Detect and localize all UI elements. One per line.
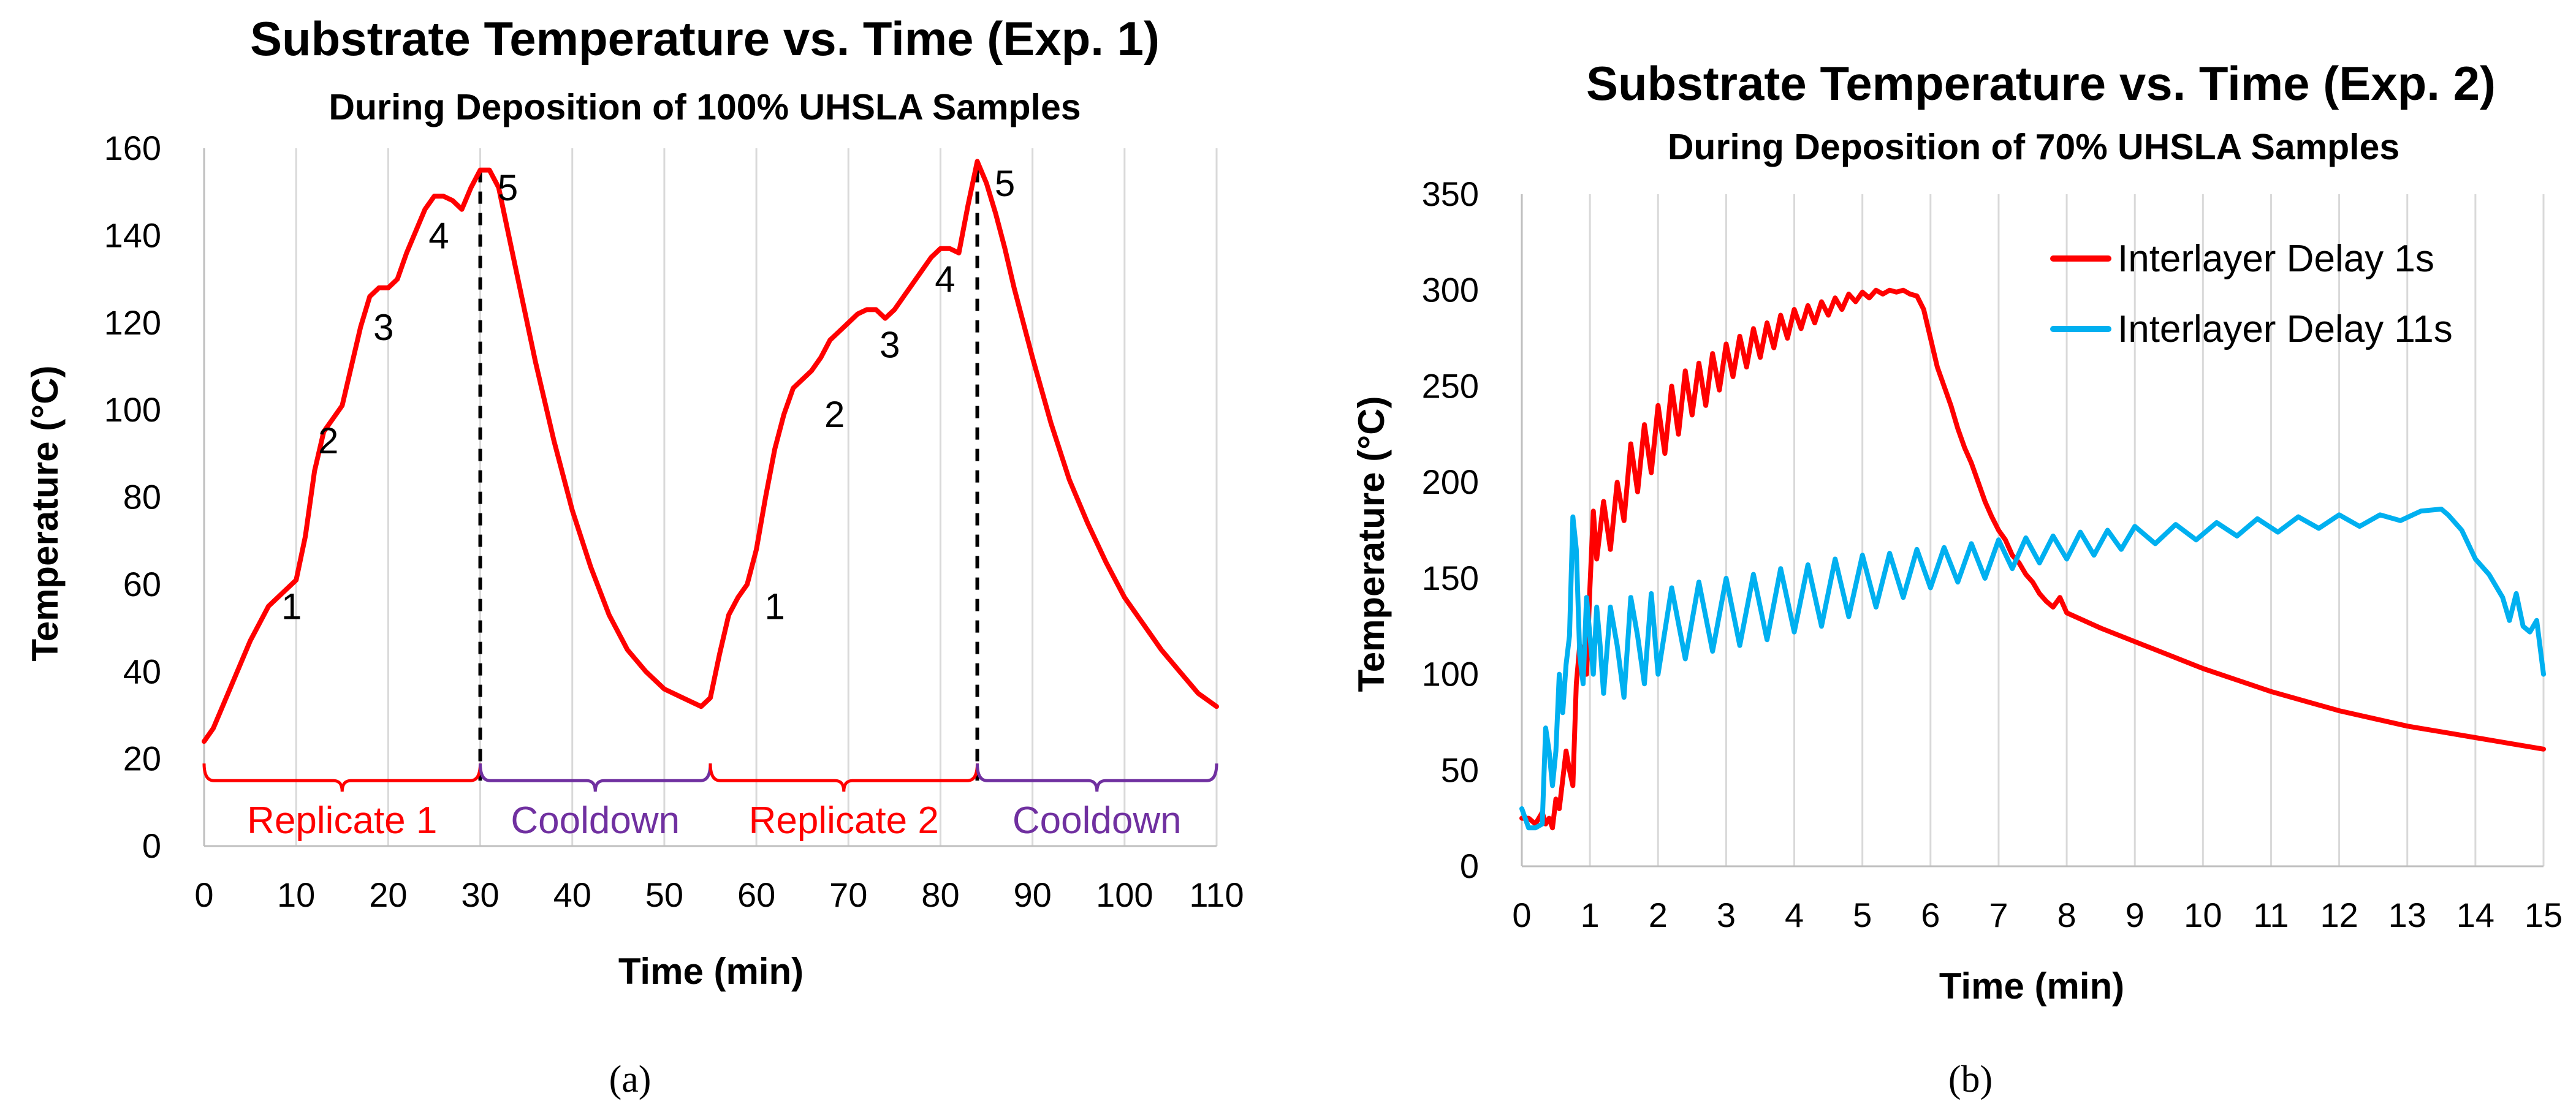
chart-exp1-bracket-label: Replicate 2 bbox=[749, 799, 939, 842]
chart-exp1-x-axis-label: Time (min) bbox=[618, 951, 804, 992]
chart-exp2-x-tick-label: 13 bbox=[2388, 896, 2426, 934]
chart-exp2-x-axis-label: Time (min) bbox=[1939, 966, 2124, 1007]
chart-exp1-annotation: 1 bbox=[764, 586, 785, 627]
chart-exp2-y-tick-label: 300 bbox=[1422, 271, 1479, 309]
chart-exp1-bracket bbox=[202, 763, 482, 792]
chart-exp1-subtitle: During Deposition of 100% UHSLA Samples bbox=[329, 87, 1081, 127]
chart-exp2-x-tick-label: 6 bbox=[1921, 896, 1940, 934]
chart-exp1-annotation: 3 bbox=[880, 324, 900, 365]
chart-exp2-y-tick-label: 250 bbox=[1422, 366, 1479, 405]
chart-exp2-legend: Interlayer Delay 1s Interlayer Delay 11s bbox=[2050, 238, 2453, 350]
chart-exp1-axes bbox=[203, 148, 1217, 847]
chart-exp2-x-tick-labels: 0 1 2 3 4 5 6 7 8 9 10 11 12 13 14 15 bbox=[1512, 896, 2563, 934]
chart-exp1-x-tick-label: 70 bbox=[829, 875, 867, 914]
chart-exp1-bracket-label: Replicate 1 bbox=[247, 799, 437, 842]
chart-exp1-x-tick-label: 60 bbox=[737, 875, 775, 914]
chart-exp1-x-tick-label: 50 bbox=[645, 875, 683, 914]
chart-exp2-y-tick-label: 350 bbox=[1422, 175, 1479, 213]
chart-exp2-y-tick-label: 100 bbox=[1422, 655, 1479, 694]
chart-exp1-x-tick-label: 0 bbox=[194, 875, 213, 914]
chart-exp1-x-tick-label: 90 bbox=[1013, 875, 1051, 914]
chart-exp2-x-tick-label: 1 bbox=[1581, 896, 1600, 934]
chart-exp1-annotation: 4 bbox=[935, 259, 955, 300]
chart-exp2-x-tick-label: 14 bbox=[2456, 896, 2494, 934]
chart-exp2-title: Substrate Temperature vs. Time (Exp. 2) bbox=[1586, 56, 2496, 110]
chart-exp2-y-axis-label: Temperature (°C) bbox=[1351, 396, 1392, 692]
chart-exp2-x-tick-label: 8 bbox=[2057, 896, 2076, 934]
chart-exp2-x-tick-label: 2 bbox=[1649, 896, 1668, 934]
chart-exp1-y-tick-label: 80 bbox=[123, 478, 161, 516]
chart-exp1-bracket bbox=[709, 763, 979, 792]
chart-exp2-series-line-2 bbox=[1519, 507, 2546, 831]
chart-exp2-x-tick-label: 9 bbox=[2126, 896, 2145, 934]
chart-exp1-x-tick-label: 20 bbox=[369, 875, 407, 914]
chart-exp2-y-tick-label: 150 bbox=[1422, 559, 1479, 597]
chart-exp2-x-tick-label: 12 bbox=[2320, 896, 2358, 934]
chart-exp1-dividers bbox=[478, 170, 979, 781]
chart-exp1-annotation: 3 bbox=[373, 307, 393, 348]
chart-exp2-legend-label: Interlayer Delay 1s bbox=[2118, 238, 2434, 280]
chart-exp1-y-tick-label: 40 bbox=[123, 652, 161, 690]
chart-exp1-brackets: Replicate 1 Cooldown Replicate 2 Cooldown bbox=[202, 763, 1218, 842]
chart-exp2-x-tick-label: 10 bbox=[2184, 896, 2222, 934]
chart-exp2-series-line-1 bbox=[1519, 287, 2546, 831]
chart-exp1-caption: (a) bbox=[609, 1059, 652, 1100]
chart-exp2-y-tick-label: 50 bbox=[1441, 750, 1479, 789]
chart-exp1-annotation: 4 bbox=[428, 215, 449, 256]
chart-exp2-x-tick-label: 0 bbox=[1512, 896, 1531, 934]
chart-exp2-y-tick-label: 200 bbox=[1422, 463, 1479, 501]
chart-exp2-series bbox=[1519, 287, 2546, 831]
chart-exp1-annotation: 5 bbox=[995, 163, 1015, 204]
chart-exp2-x-tick-label: 11 bbox=[2253, 896, 2289, 934]
chart-exp1-y-tick-label: 0 bbox=[142, 826, 161, 865]
chart-exp1-bracket bbox=[479, 763, 712, 792]
chart-exp1-bracket-label: Cooldown bbox=[511, 799, 680, 842]
chart-exp1-bracket-label: Cooldown bbox=[1013, 799, 1182, 842]
chart-exp1-bracket bbox=[976, 763, 1218, 792]
chart-exp2-legend-label: Interlayer Delay 11s bbox=[2118, 308, 2453, 350]
chart-exp2-x-tick-label: 7 bbox=[1989, 896, 2008, 934]
chart-exp1-y-tick-label: 140 bbox=[104, 216, 161, 254]
chart-exp1-series bbox=[202, 159, 1219, 744]
chart-exp1-x-tick-label: 110 bbox=[1189, 875, 1244, 914]
chart-exp1-series-line-1 bbox=[202, 159, 1219, 744]
chart-exp1-y-tick-labels: 0 20 40 60 80 100 120 140 160 bbox=[104, 129, 161, 865]
chart-exp2-x-tick-label: 5 bbox=[1853, 896, 1872, 934]
chart-exp2-x-tick-label: 3 bbox=[1717, 896, 1736, 934]
chart-exp2-y-tick-labels: 0 50 100 150 200 250 300 350 bbox=[1422, 175, 1479, 885]
chart-exp1-y-tick-label: 160 bbox=[104, 129, 161, 167]
chart-exp1-x-tick-label: 10 bbox=[277, 875, 315, 914]
chart-exp2-x-tick-label: 4 bbox=[1785, 896, 1804, 934]
chart-exp1-y-tick-label: 120 bbox=[104, 303, 161, 342]
chart-exp2-caption: (b) bbox=[1948, 1059, 1993, 1100]
chart-exp1-y-tick-label: 100 bbox=[104, 390, 161, 429]
chart-exp1-annotation: 5 bbox=[498, 167, 518, 208]
chart-exp1-y-axis-label: Temperature (°C) bbox=[25, 366, 66, 662]
chart-exp1-x-tick-label: 100 bbox=[1096, 875, 1153, 914]
chart-exp1-annotation: 2 bbox=[318, 420, 338, 461]
chart-exp1-title: Substrate Temperature vs. Time (Exp. 1) bbox=[250, 12, 1160, 66]
chart-exp2-subtitle: During Deposition of 70% UHSLA Samples bbox=[1668, 127, 2399, 167]
chart-exp2: Substrate Temperature vs. Time (Exp. 2) … bbox=[1351, 56, 2563, 1100]
chart-exp1-y-tick-label: 60 bbox=[123, 565, 161, 603]
chart-exp2-axes bbox=[1521, 194, 2544, 867]
chart-exp1-annotation: 2 bbox=[824, 394, 845, 435]
chart-exp1-x-tick-label: 40 bbox=[553, 875, 591, 914]
chart-exp2-y-tick-label: 0 bbox=[1460, 847, 1479, 885]
chart-exp1: Substrate Temperature vs. Time (Exp. 1) … bbox=[25, 12, 1244, 1100]
chart-exp1-x-tick-labels: 0 10 20 30 40 50 60 70 80 90 100 110 bbox=[194, 875, 1244, 914]
chart-exp2-x-tick-label: 15 bbox=[2525, 896, 2563, 934]
chart-exp1-x-tick-label: 30 bbox=[461, 875, 499, 914]
chart-exp1-y-tick-label: 20 bbox=[123, 739, 161, 778]
chart-exp1-annotation: 1 bbox=[281, 586, 302, 627]
chart-exp2-grid bbox=[1589, 194, 2545, 866]
chart-exp1-x-tick-label: 80 bbox=[921, 875, 959, 914]
